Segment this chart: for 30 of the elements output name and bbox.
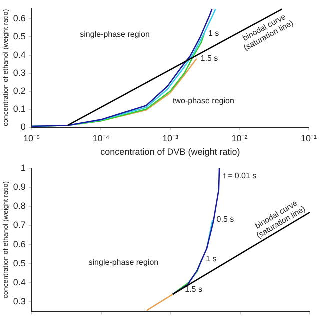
- y-tick-label: 0.9: [13, 182, 26, 192]
- y-tick-label: 0: [20, 122, 26, 132]
- y-tick-label: 1: [20, 162, 26, 173]
- series-label: 1.5 s: [200, 54, 218, 64]
- annotation: single-phase region: [88, 258, 159, 268]
- y-tick-label: 0.6: [13, 239, 26, 250]
- y-tick-label: 0.7: [13, 220, 26, 230]
- y-tick-label: 0.2: [13, 86, 26, 96]
- annotation: single-phase region: [80, 30, 150, 39]
- x-tick-label: 10⁻³: [162, 133, 178, 144]
- y-tick-label: 0.3: [13, 296, 26, 307]
- y-tick-label: 0.5: [13, 32, 26, 42]
- y-tick-label: 0.4: [13, 277, 26, 288]
- y-tick-label: 0.8: [13, 201, 26, 212]
- y-tick-label: 0.1: [13, 104, 26, 114]
- y-tick-label: 0.4: [13, 50, 26, 60]
- y-tick-label: 0.6: [13, 14, 26, 24]
- x-tick-label: 10⁻²: [232, 133, 248, 144]
- x-tick-label: 10⁻⁴: [92, 133, 110, 144]
- x-tick-label: 10⁻⁵: [24, 133, 41, 144]
- series-label: t = 0.01 s: [224, 172, 257, 181]
- series-label: 1 s: [208, 28, 220, 38]
- series-label: 0.5 s: [216, 215, 234, 224]
- y-tick-label: 0.5: [13, 258, 26, 268]
- annotation: two-phase region: [173, 96, 234, 106]
- series-label: 1 s: [206, 254, 217, 264]
- y-tick-label: 0.3: [13, 68, 26, 78]
- series-label: 1.5 s: [185, 284, 202, 294]
- x-axis-title: concentration of DVB (weight ratio): [100, 147, 240, 158]
- x-tick-label: 10⁻¹: [300, 133, 318, 144]
